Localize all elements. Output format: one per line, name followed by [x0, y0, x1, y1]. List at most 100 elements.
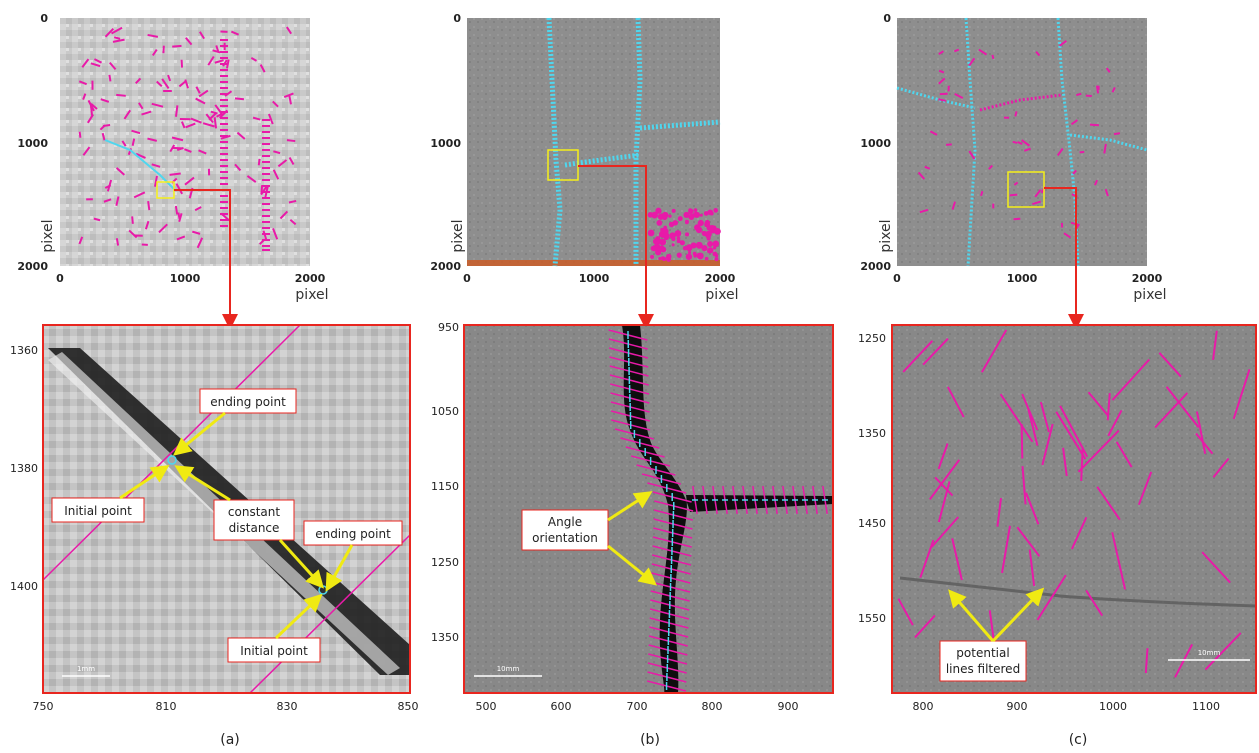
- filtered-point: [705, 220, 710, 225]
- zm-a-xtick-0: 750: [33, 700, 54, 713]
- zm-b-ytick-1: 1050: [431, 405, 459, 418]
- scale-bar-c-label: 10mm: [1198, 649, 1221, 657]
- filtered-point: [701, 245, 707, 251]
- filtered-point: [702, 231, 706, 235]
- filtered-point: [673, 220, 678, 225]
- filtered-point: [694, 208, 698, 212]
- ov-c-xtick-0: 0: [893, 272, 901, 285]
- zm-b-ytick-3: 1250: [431, 556, 459, 569]
- filtered-point: [693, 212, 696, 215]
- filtered-mark: [176, 105, 177, 116]
- zm-c-ytick-1: 1350: [858, 427, 886, 440]
- filtered-point: [648, 230, 655, 237]
- ann-a-ending-1: ending point: [210, 395, 286, 409]
- filtered-mark: [117, 238, 118, 245]
- scale-bar-a-label: 1mm: [77, 665, 95, 673]
- filtered-point: [659, 245, 665, 251]
- filtered-mark: [1097, 86, 1098, 94]
- filtered-point: [658, 209, 662, 213]
- zm-b-ytick-2: 1150: [431, 480, 459, 493]
- filtered-point: [698, 220, 704, 226]
- filtered-point: [687, 246, 693, 252]
- ov-a-ytick-1: 1000: [17, 137, 48, 150]
- filtered-point: [714, 257, 718, 261]
- ov-a-ylabel: pixel: [40, 219, 56, 252]
- ov-b-xtick-1: 1000: [579, 272, 610, 285]
- filtered-mark: [178, 213, 179, 219]
- filtered-point: [653, 238, 659, 244]
- filtered-point: [650, 255, 654, 259]
- zoom-c-image: [892, 325, 1256, 693]
- zm-c-ytick-3: 1550: [858, 612, 886, 625]
- filtered-point: [653, 244, 659, 250]
- overview-c-image: [897, 18, 1147, 266]
- ov-b-ylabel: pixel: [450, 219, 466, 252]
- zm-c-xtick-3: 1100: [1192, 700, 1220, 713]
- filtered-mark: [1010, 195, 1018, 196]
- filtered-point: [713, 252, 718, 257]
- filtered-point: [677, 254, 681, 258]
- filtered-point: [712, 240, 719, 247]
- filtered-point: [713, 208, 718, 213]
- ov-c-xtick-2: 2000: [1132, 272, 1163, 285]
- zm-a-ytick-1: 1380: [10, 462, 38, 475]
- filtered-mark: [176, 206, 177, 215]
- ov-b-xtick-0: 0: [463, 272, 471, 285]
- filtered-mark: [992, 55, 993, 59]
- overview-b: 0 1000 2000 0 1000 2000 pixel pixel: [430, 12, 738, 322]
- filtered-mark: [1013, 142, 1018, 143]
- ov-b-xlabel: pixel: [705, 287, 738, 303]
- filtered-point: [714, 228, 721, 235]
- filtered-point: [688, 214, 694, 220]
- zm-a-xtick-2: 830: [277, 700, 298, 713]
- zm-c-xtick-2: 1000: [1099, 700, 1127, 713]
- zm-b-xtick-0: 500: [476, 700, 497, 713]
- filtered-point: [697, 253, 704, 260]
- ov-c-ytick-0: 0: [883, 12, 891, 25]
- filtered-mark: [287, 140, 295, 141]
- filtered-mark: [172, 46, 181, 47]
- overview-c: 0 1000 2000 0 1000 2000 pixel pixel: [860, 12, 1166, 322]
- zm-b-xtick-1: 600: [551, 700, 572, 713]
- ov-a-ytick-0: 0: [40, 12, 48, 25]
- filtered-mark: [132, 216, 133, 223]
- filtered-point: [697, 242, 700, 245]
- filtered-point: [688, 209, 693, 214]
- ov-a-ytick-2: 2000: [17, 260, 48, 273]
- filtered-mark: [1076, 94, 1081, 95]
- filtered-point: [656, 220, 662, 226]
- filtered-point: [710, 225, 715, 230]
- filtered-point: [685, 232, 689, 236]
- ov-a-xlabel: pixel: [295, 287, 328, 303]
- filtered-mark: [1080, 152, 1085, 153]
- ov-c-xtick-1: 1000: [1007, 272, 1038, 285]
- zm-c-ytick-0: 1250: [858, 332, 886, 345]
- filtered-point: [662, 257, 666, 261]
- filtered-point: [706, 231, 712, 237]
- filtered-point: [662, 215, 667, 220]
- caption-c: (c): [1069, 732, 1088, 748]
- filtered-point: [669, 232, 676, 239]
- filtered-mark: [109, 75, 110, 81]
- filtered-point: [688, 251, 691, 254]
- overview-a: 0 1000 2000 0 1000 2000 pixel pixel: [17, 12, 328, 322]
- filtered-mark: [259, 159, 260, 165]
- filtered-point: [705, 257, 709, 261]
- ov-c-ylabel: pixel: [878, 219, 894, 252]
- filtered-point: [668, 214, 671, 217]
- panel-b: 0 1000 2000 0 1000 2000 pixel pixel Angl…: [430, 12, 833, 748]
- ov-c-ytick-1: 1000: [860, 137, 891, 150]
- filtered-point: [678, 216, 683, 221]
- filtered-point: [707, 210, 713, 216]
- filtered-point: [680, 240, 685, 245]
- zm-c-ytick-2: 1450: [858, 517, 886, 530]
- filtered-point: [685, 221, 689, 225]
- ov-a-xtick-0: 0: [56, 272, 64, 285]
- filtered-mark: [80, 132, 81, 138]
- zm-b-xtick-4: 900: [778, 700, 799, 713]
- scale-bar-b-label: 10mm: [497, 665, 520, 673]
- ann-a-initial-2: Initial point: [240, 644, 308, 658]
